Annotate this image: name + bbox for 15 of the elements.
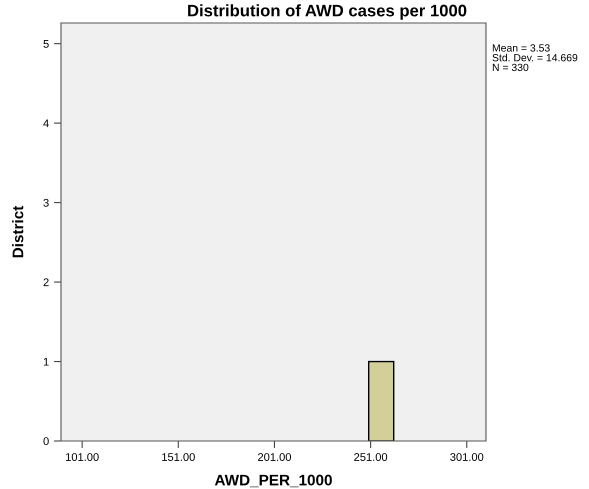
x-tick-label: 251.00 <box>354 453 388 461</box>
y-tick-label: 4 <box>43 120 49 128</box>
x-axis-title: AWD_PER_1000 <box>214 474 332 488</box>
x-tick-label: 201.00 <box>258 453 292 461</box>
chart-title: Distribution of AWD cases per 1000 <box>188 4 466 20</box>
x-tick-label: 101.00 <box>66 453 99 461</box>
y-axis-title: District <box>12 206 24 258</box>
y-tick-label: 1 <box>44 358 49 366</box>
x-tick-label: 151.00 <box>162 453 195 461</box>
y-tick-label: 2 <box>44 278 49 286</box>
text: Mean = 3.53 Std. Dev. = 14.669 N = 330 <box>492 44 578 72</box>
y-tick-label: 0 <box>43 437 49 446</box>
x-tick-label: 301.00 <box>450 453 484 461</box>
y-tick-label: 5 <box>43 40 49 48</box>
y-tick-label: 3 <box>43 198 49 207</box>
